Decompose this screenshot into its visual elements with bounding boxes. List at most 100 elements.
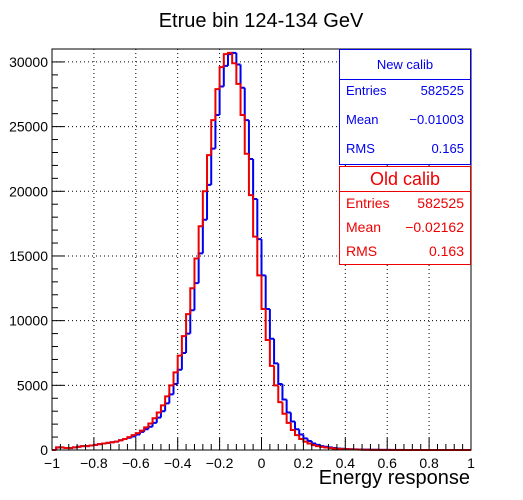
histogram-bin — [55, 446, 61, 450]
y-tick-label: 25000 — [9, 119, 48, 135]
histogram-bin — [256, 199, 262, 241]
histogram-bin — [302, 434, 308, 440]
stats-label: Mean — [346, 219, 382, 235]
histogram-bin — [247, 120, 254, 160]
histogram-bin — [289, 422, 296, 431]
histogram-bin — [294, 429, 300, 437]
histogram-bin — [143, 426, 149, 431]
histogram-bin — [323, 446, 329, 449]
histogram-bin — [130, 434, 136, 438]
histogram-bin — [264, 275, 270, 311]
histogram-bin — [231, 52, 237, 65]
histogram-bin — [226, 51, 233, 55]
stats-value: 0.163 — [428, 243, 464, 259]
stats-label: Entries — [346, 83, 387, 98]
histogram-bin — [80, 445, 86, 448]
y-axis: 0 5000 10000 15000 20000 25000 30000 — [9, 48, 64, 458]
stats-row-entries: Entries 582525 — [346, 195, 464, 211]
stats-box-title: New calib — [340, 50, 470, 80]
y-tick-label: 10000 — [9, 313, 48, 329]
histogram-bin — [185, 332, 191, 353]
histogram-bin — [147, 422, 153, 428]
x-tick-label: 1 — [467, 455, 475, 471]
stats-value: 582525 — [420, 83, 464, 98]
histogram-bin — [185, 313, 191, 337]
histogram-bin — [247, 153, 254, 197]
histogram-bin — [289, 412, 296, 423]
y-tick-label: 30000 — [9, 54, 48, 70]
histogram-bin — [172, 383, 178, 395]
x-axis: −1 −0.8 −0.6 −0.4 −0.2 0 0.2 0.4 0.6 0.8 1 — [44, 438, 475, 471]
histogram-bin — [281, 384, 287, 401]
histogram-bin — [273, 365, 279, 387]
histogram-bin — [155, 411, 161, 419]
histogram-bin — [235, 52, 241, 66]
histogram-bin — [273, 338, 279, 365]
histogram-bin — [201, 190, 208, 227]
stats-row-rms: RMS 0.163 — [346, 243, 464, 259]
stats-box-old-calib: Old calib Entries 582525 Mean −0.02162 R… — [339, 166, 471, 265]
histogram-bin — [97, 443, 103, 446]
histogram-bin — [151, 417, 157, 424]
x-tick-label: 0.8 — [419, 455, 439, 471]
histogram-bin — [109, 441, 115, 444]
x-tick-label: −1 — [44, 455, 60, 471]
y-tick-label: 20000 — [9, 183, 48, 199]
histogram-bin — [218, 85, 224, 115]
histogram-bin — [88, 444, 94, 447]
histogram-bin — [206, 154, 212, 192]
histogram-bin — [76, 445, 82, 448]
histogram-bin — [306, 441, 312, 445]
histogram-bin — [314, 445, 321, 448]
histogram-bin — [281, 402, 287, 415]
histogram-bin — [235, 63, 241, 85]
y-tick-label: 5000 — [17, 377, 48, 393]
histogram-bin — [105, 441, 111, 444]
histogram-bin — [189, 287, 195, 315]
histogram-bin — [264, 309, 270, 342]
stats-row-rms: RMS 0.165 — [346, 141, 464, 156]
stats-label: RMS — [346, 243, 378, 259]
stats-box-new-calib: New calib Entries 582525 Mean −0.01003 R… — [339, 49, 471, 165]
x-axis-label: Energy response — [319, 467, 470, 489]
histogram-bin — [71, 446, 78, 449]
histogram-bin — [197, 225, 203, 259]
histogram-bin — [222, 64, 228, 87]
histogram-bin — [268, 340, 275, 367]
histogram-bin — [319, 445, 325, 448]
stats-value: 582525 — [417, 195, 464, 211]
histogram-bin — [327, 447, 333, 450]
histogram-bin — [260, 239, 266, 277]
x-tick-label: 0.4 — [336, 455, 356, 471]
x-tick-label: −0.2 — [206, 455, 234, 471]
histogram-bin — [176, 354, 182, 373]
histogram-bin — [260, 275, 266, 311]
x-tick-label: −0.4 — [164, 455, 192, 471]
histogram-bin — [180, 335, 187, 356]
x-tick-label: −0.8 — [80, 455, 108, 471]
stats-label: RMS — [346, 141, 375, 156]
histogram-bin — [63, 447, 69, 450]
histogram-bin — [314, 443, 321, 446]
histogram-bin — [172, 371, 178, 386]
histogram-bin — [252, 158, 258, 201]
histogram-bin — [134, 432, 140, 436]
stats-value: −0.02162 — [405, 219, 464, 235]
histogram-bin — [277, 385, 283, 404]
y-tick-label: 0 — [40, 442, 48, 458]
stats-value: 0.165 — [431, 141, 464, 156]
histogram-bin — [92, 443, 99, 446]
histogram-bin — [298, 429, 304, 436]
stats-row-mean: Mean −0.01003 — [346, 112, 464, 127]
histogram-bin — [126, 436, 132, 440]
stats-label: Entries — [346, 195, 390, 211]
histogram-bin — [159, 404, 166, 413]
histogram-bin — [298, 435, 304, 441]
histogram-bin — [310, 440, 316, 445]
histogram-bin — [101, 442, 107, 445]
histogram-bin — [164, 395, 170, 406]
histogram-bin — [285, 399, 291, 414]
stats-row-entries: Entries 582525 — [346, 83, 464, 98]
histogram-bin — [218, 66, 224, 90]
